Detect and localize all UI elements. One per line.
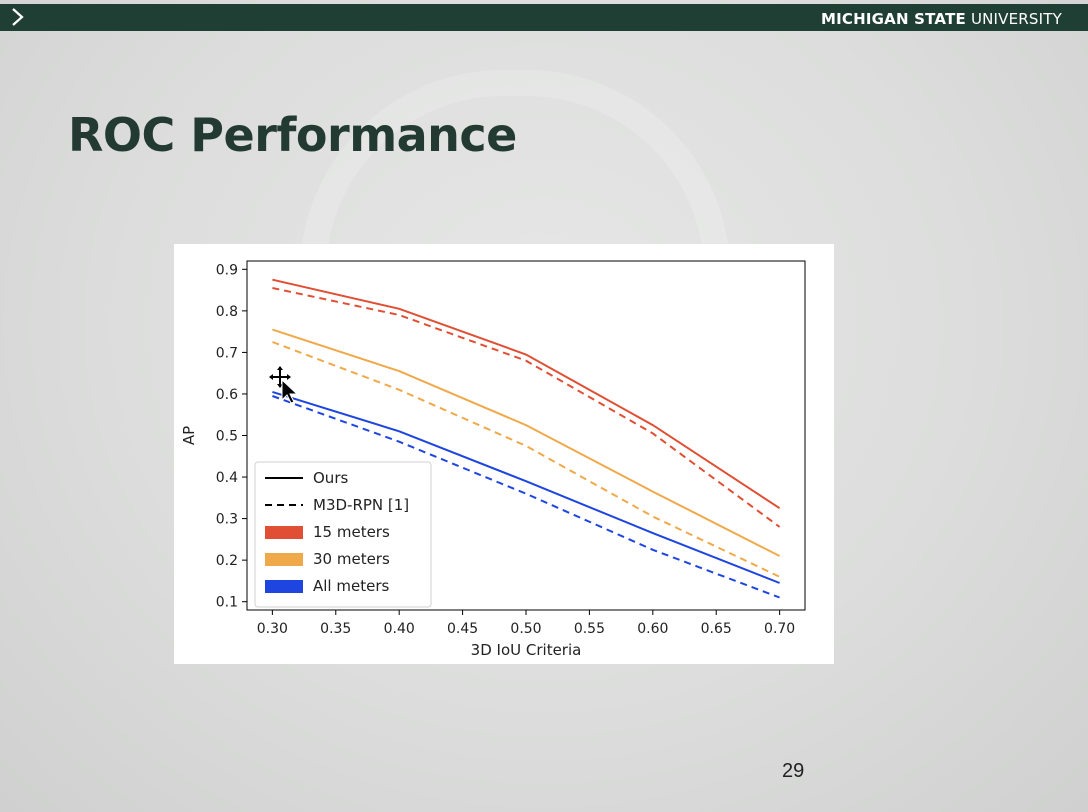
series-line-all-meters-m3d-rpn-1 xyxy=(272,395,780,599)
x-tick-label: 0.50 xyxy=(510,621,541,637)
series-line-15-meters-m3d-rpn-1 xyxy=(272,287,781,528)
legend-swatch-30-meters xyxy=(265,553,303,566)
university-name: MICHIGAN STATE UNIVERSITY xyxy=(821,10,1062,28)
y-tick-label: 0.9 xyxy=(216,262,238,278)
legend-label-m3d-rpn-1: M3D-RPN [1] xyxy=(313,496,409,514)
university-name-bold: MICHIGAN STATE xyxy=(821,10,966,28)
x-tick-label: 0.65 xyxy=(701,621,732,637)
y-tick-label: 0.1 xyxy=(216,595,238,611)
x-tick-label: 0.60 xyxy=(637,621,668,637)
x-tick-label: 0.35 xyxy=(320,621,351,637)
x-tick-label: 0.30 xyxy=(257,621,288,637)
x-tick-label: 0.70 xyxy=(764,621,795,637)
chevron-right-icon xyxy=(12,8,24,26)
y-axis-label: AP xyxy=(180,426,198,445)
chart-card: 0.30 0.35 0.40 0.45 0.50 0.55 0.60 0.65 0.70 0.1 0… xyxy=(174,244,834,664)
x-tick-label: 0.40 xyxy=(384,621,415,637)
y-tick-label: 0.8 xyxy=(216,304,238,320)
header-bar: MICHIGAN STATE UNIVERSITY xyxy=(0,4,1088,31)
series-line-30-meters-ours xyxy=(272,328,781,557)
y-tick-label: 0.7 xyxy=(216,345,238,361)
series-line-15-meters-ours xyxy=(272,278,781,510)
x-axis-label: 3D IoU Criteria xyxy=(471,641,582,659)
y-tick-label: 0.2 xyxy=(216,553,238,569)
roc-chart: 0.30 0.35 0.40 0.45 0.50 0.55 0.60 0.65 0.70 0.1 0… xyxy=(180,260,806,659)
page-number: 29 xyxy=(782,760,805,782)
y-tick-label: 0.4 xyxy=(216,470,238,486)
x-tick-label: 0.45 xyxy=(447,621,478,637)
legend-swatch-all-meters xyxy=(265,580,303,593)
legend-label-all-meters: All meters xyxy=(313,577,389,595)
university-name-light: UNIVERSITY xyxy=(970,10,1062,28)
legend-label-15-meters: 15 meters xyxy=(313,523,390,541)
y-tick-label: 0.5 xyxy=(216,429,238,445)
slide-title: ROC Performance xyxy=(68,108,517,162)
y-tick-label: 0.6 xyxy=(216,387,238,403)
legend-swatch-15-meters xyxy=(265,526,303,539)
x-tick-label: 0.55 xyxy=(574,621,605,637)
move-cursor-icon xyxy=(269,366,299,404)
series-line-all-meters-ours xyxy=(272,390,780,584)
legend-label-30-meters: 30 meters xyxy=(313,550,390,568)
legend-label-ours: Ours xyxy=(313,469,348,487)
legend-box xyxy=(254,461,432,608)
y-tick-label: 0.3 xyxy=(216,512,238,528)
series-line-30-meters-m3d-rpn-1 xyxy=(272,341,781,578)
